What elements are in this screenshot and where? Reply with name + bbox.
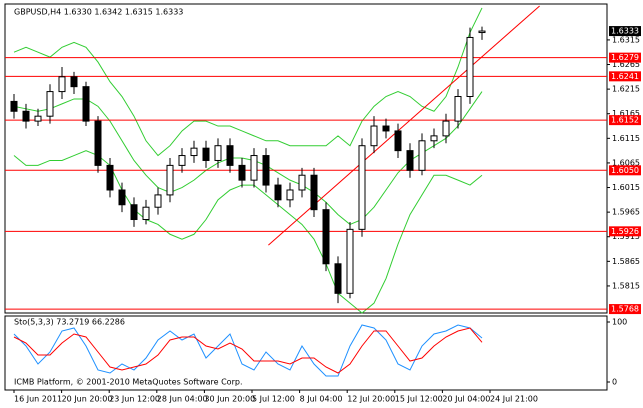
level-label: 1.6152 — [611, 116, 639, 125]
stoch-line — [13, 324, 483, 377]
x-tick-label: 20 Jul 04:00 — [442, 395, 490, 404]
x-tick-label: 12 Jul 20:00 — [347, 395, 395, 404]
chart-title: GBPUSD,H4 1.6330 1.6342 1.6315 1.6333 — [14, 8, 183, 17]
level-label: 1.6279 — [611, 53, 639, 62]
candle-body — [118, 189, 126, 206]
candle-body — [262, 155, 270, 186]
candle-body — [238, 164, 246, 181]
level-label: 1.6241 — [611, 72, 639, 81]
price-pane — [4, 3, 608, 314]
candle-body — [418, 140, 426, 171]
stoch-line — [13, 327, 483, 374]
level-box — [609, 52, 641, 63]
x-tick-label: 16 Jun 2011 — [14, 395, 62, 404]
candle-body — [106, 164, 114, 191]
candle-body — [166, 164, 174, 196]
x-tick-label: 8 Jul 04:00 — [300, 395, 343, 404]
candle-body — [190, 147, 198, 157]
y-tick-label: 1.5865 — [612, 257, 640, 266]
candle-body — [298, 174, 306, 191]
band-upper — [13, 7, 483, 157]
candle-body — [394, 130, 402, 152]
y-tick-label: 1.6265 — [612, 60, 640, 69]
x-tick-label: 20 Jun 20:00 — [62, 395, 113, 404]
candle-body — [250, 155, 258, 181]
candle-body — [82, 86, 90, 122]
y-tick-label: 1.6215 — [612, 85, 640, 94]
candle-body — [178, 155, 186, 166]
last-price-box — [609, 26, 641, 37]
y-tick-label: 0 — [612, 378, 617, 387]
band-middle — [13, 91, 483, 226]
candle-body — [46, 91, 54, 117]
candle-body — [322, 209, 330, 265]
candle-body — [310, 174, 318, 211]
y-tick-label: 1.5915 — [612, 232, 640, 241]
footer: ICMB Platform, © 2001-2010 MetaQuotes So… — [14, 378, 243, 387]
x-tick-label: 30 Jun 20:00 — [204, 395, 255, 404]
candle-body — [34, 115, 42, 122]
candle-body — [286, 189, 294, 201]
level-label: 1.6050 — [611, 166, 639, 175]
y-tick-label: 1.6065 — [612, 158, 640, 167]
candle-body — [274, 184, 282, 201]
x-tick-label: 15 Jul 12:00 — [395, 395, 443, 404]
candle-body — [22, 110, 30, 122]
candle-body — [142, 206, 150, 221]
candle-body — [382, 125, 390, 132]
indicator-pane — [4, 315, 608, 391]
candle-body — [10, 100, 18, 112]
y-tick-label: 1.6315 — [612, 35, 640, 44]
candle-body — [70, 76, 78, 88]
candle-body — [358, 145, 366, 230]
candle-body — [334, 263, 342, 294]
trend-line — [268, 5, 540, 246]
level-box — [609, 115, 641, 126]
level-box — [609, 71, 641, 82]
x-tick-label: 28 Jun 04:00 — [157, 395, 208, 404]
candle-body — [346, 228, 354, 294]
y-tick-label: 1.5815 — [612, 281, 640, 290]
candle-body — [406, 150, 414, 171]
candle-body — [478, 30, 486, 34]
level-box — [609, 226, 641, 237]
level-label: 1.5768 — [611, 305, 639, 314]
candle-body — [430, 135, 438, 142]
candle-body — [214, 145, 222, 161]
band-lower — [13, 150, 483, 314]
candle-body — [58, 76, 66, 93]
y-tick-label: 1.6015 — [612, 183, 640, 192]
last-price-label: 1.6333 — [611, 27, 639, 36]
level-label: 1.5926 — [611, 227, 639, 236]
candle-body — [130, 204, 138, 221]
candle-body — [94, 120, 102, 166]
candle-body — [370, 125, 378, 147]
y-tick-label: 100 — [612, 318, 627, 327]
y-tick-label: 1.6165 — [612, 109, 640, 118]
indicator-title: Sto(5,3,3) 73.2719 66.2286 — [14, 318, 125, 327]
x-tick-label: 5 Jul 12:00 — [252, 395, 295, 404]
candle-body — [226, 145, 234, 166]
candle-body — [442, 120, 450, 137]
level-box — [609, 165, 641, 176]
candle-body — [466, 36, 474, 98]
y-tick-label: 1.6115 — [612, 134, 640, 143]
candle-body — [154, 194, 162, 208]
level-box — [609, 304, 641, 315]
y-tick-label: 1.5965 — [612, 208, 640, 217]
candle-body — [202, 147, 210, 161]
candle-body — [454, 96, 462, 122]
x-tick-label: 24 Jul 21:00 — [490, 395, 538, 404]
x-tick-label: 23 Jun 12:00 — [109, 395, 160, 404]
